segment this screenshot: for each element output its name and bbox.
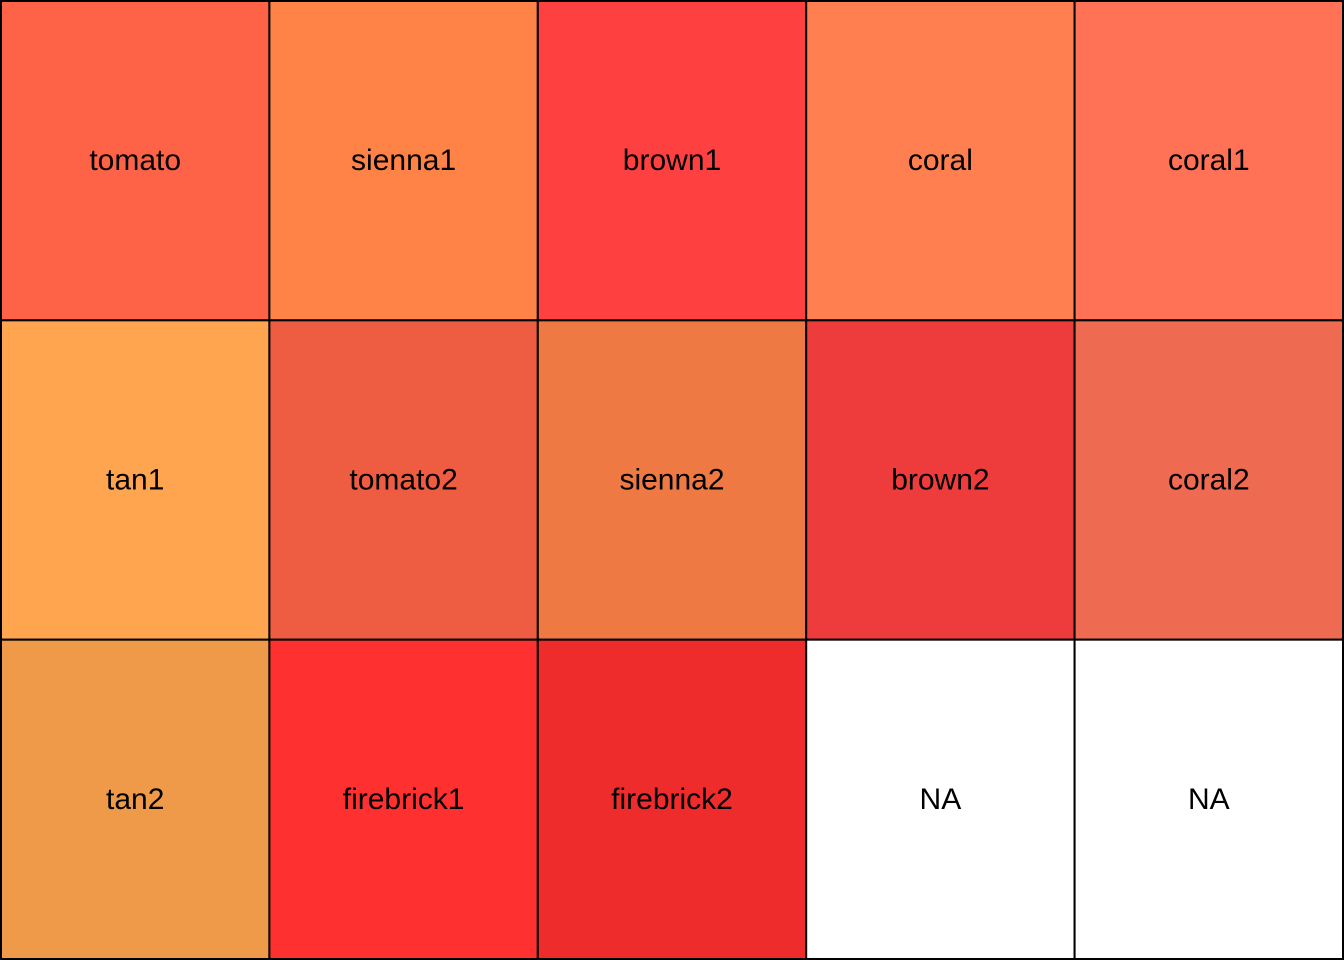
- swatch-cell-4: [1073, 0, 1344, 322]
- swatch-3: coral: [805, 0, 1076, 322]
- swatch-label-8: brown2: [891, 464, 989, 497]
- swatch-cell-2: [536, 0, 808, 322]
- swatch-cell-11: [268, 638, 539, 960]
- swatch-cell-1: [268, 0, 539, 322]
- swatch-cell-13: [805, 638, 1076, 960]
- swatch-cell-5: [0, 319, 271, 641]
- swatch-10: tan2: [0, 638, 271, 960]
- swatch-cell-6: [268, 319, 539, 641]
- swatch-7: sienna2: [536, 319, 808, 641]
- swatch-label-5: tan1: [106, 464, 164, 497]
- swatch-1: sienna1: [268, 0, 539, 322]
- swatch-label-1: sienna1: [351, 144, 456, 177]
- swatch-label-9: coral2: [1168, 464, 1250, 497]
- swatch-9: coral2: [1073, 319, 1344, 641]
- swatch-11: firebrick1: [268, 638, 539, 960]
- swatch-label-2: brown1: [623, 144, 721, 177]
- swatch-label-10: tan2: [106, 783, 164, 816]
- swatch-cell-7: [536, 319, 808, 641]
- swatch-8: brown2: [805, 319, 1076, 641]
- swatch-0: tomato: [0, 0, 271, 322]
- swatch-label-11: firebrick1: [343, 783, 465, 816]
- swatch-13: NA: [805, 638, 1076, 960]
- swatch-label-14: NA: [1188, 783, 1230, 816]
- swatch-4: coral1: [1073, 0, 1344, 322]
- swatch-label-13: NA: [920, 783, 962, 816]
- swatch-cell-14: [1073, 638, 1344, 960]
- swatch-6: tomato2: [268, 319, 539, 641]
- swatch-label-7: sienna2: [619, 464, 724, 497]
- swatch-label-0: tomato: [89, 144, 181, 177]
- swatch-14: NA: [1073, 638, 1344, 960]
- swatch-5: tan1: [0, 319, 271, 641]
- swatch-label-4: coral1: [1168, 144, 1250, 177]
- swatch-label-3: coral: [908, 144, 973, 177]
- swatch-cell-12: [536, 638, 808, 960]
- swatch-cell-3: [805, 0, 1076, 322]
- swatch-label-12: firebrick2: [611, 783, 733, 816]
- swatch-label-6: tomato2: [349, 464, 457, 497]
- swatch-2: brown1: [536, 0, 808, 322]
- swatch-12: firebrick2: [536, 638, 808, 960]
- swatch-cell-0: [0, 0, 271, 322]
- swatch-cell-9: [1073, 319, 1344, 641]
